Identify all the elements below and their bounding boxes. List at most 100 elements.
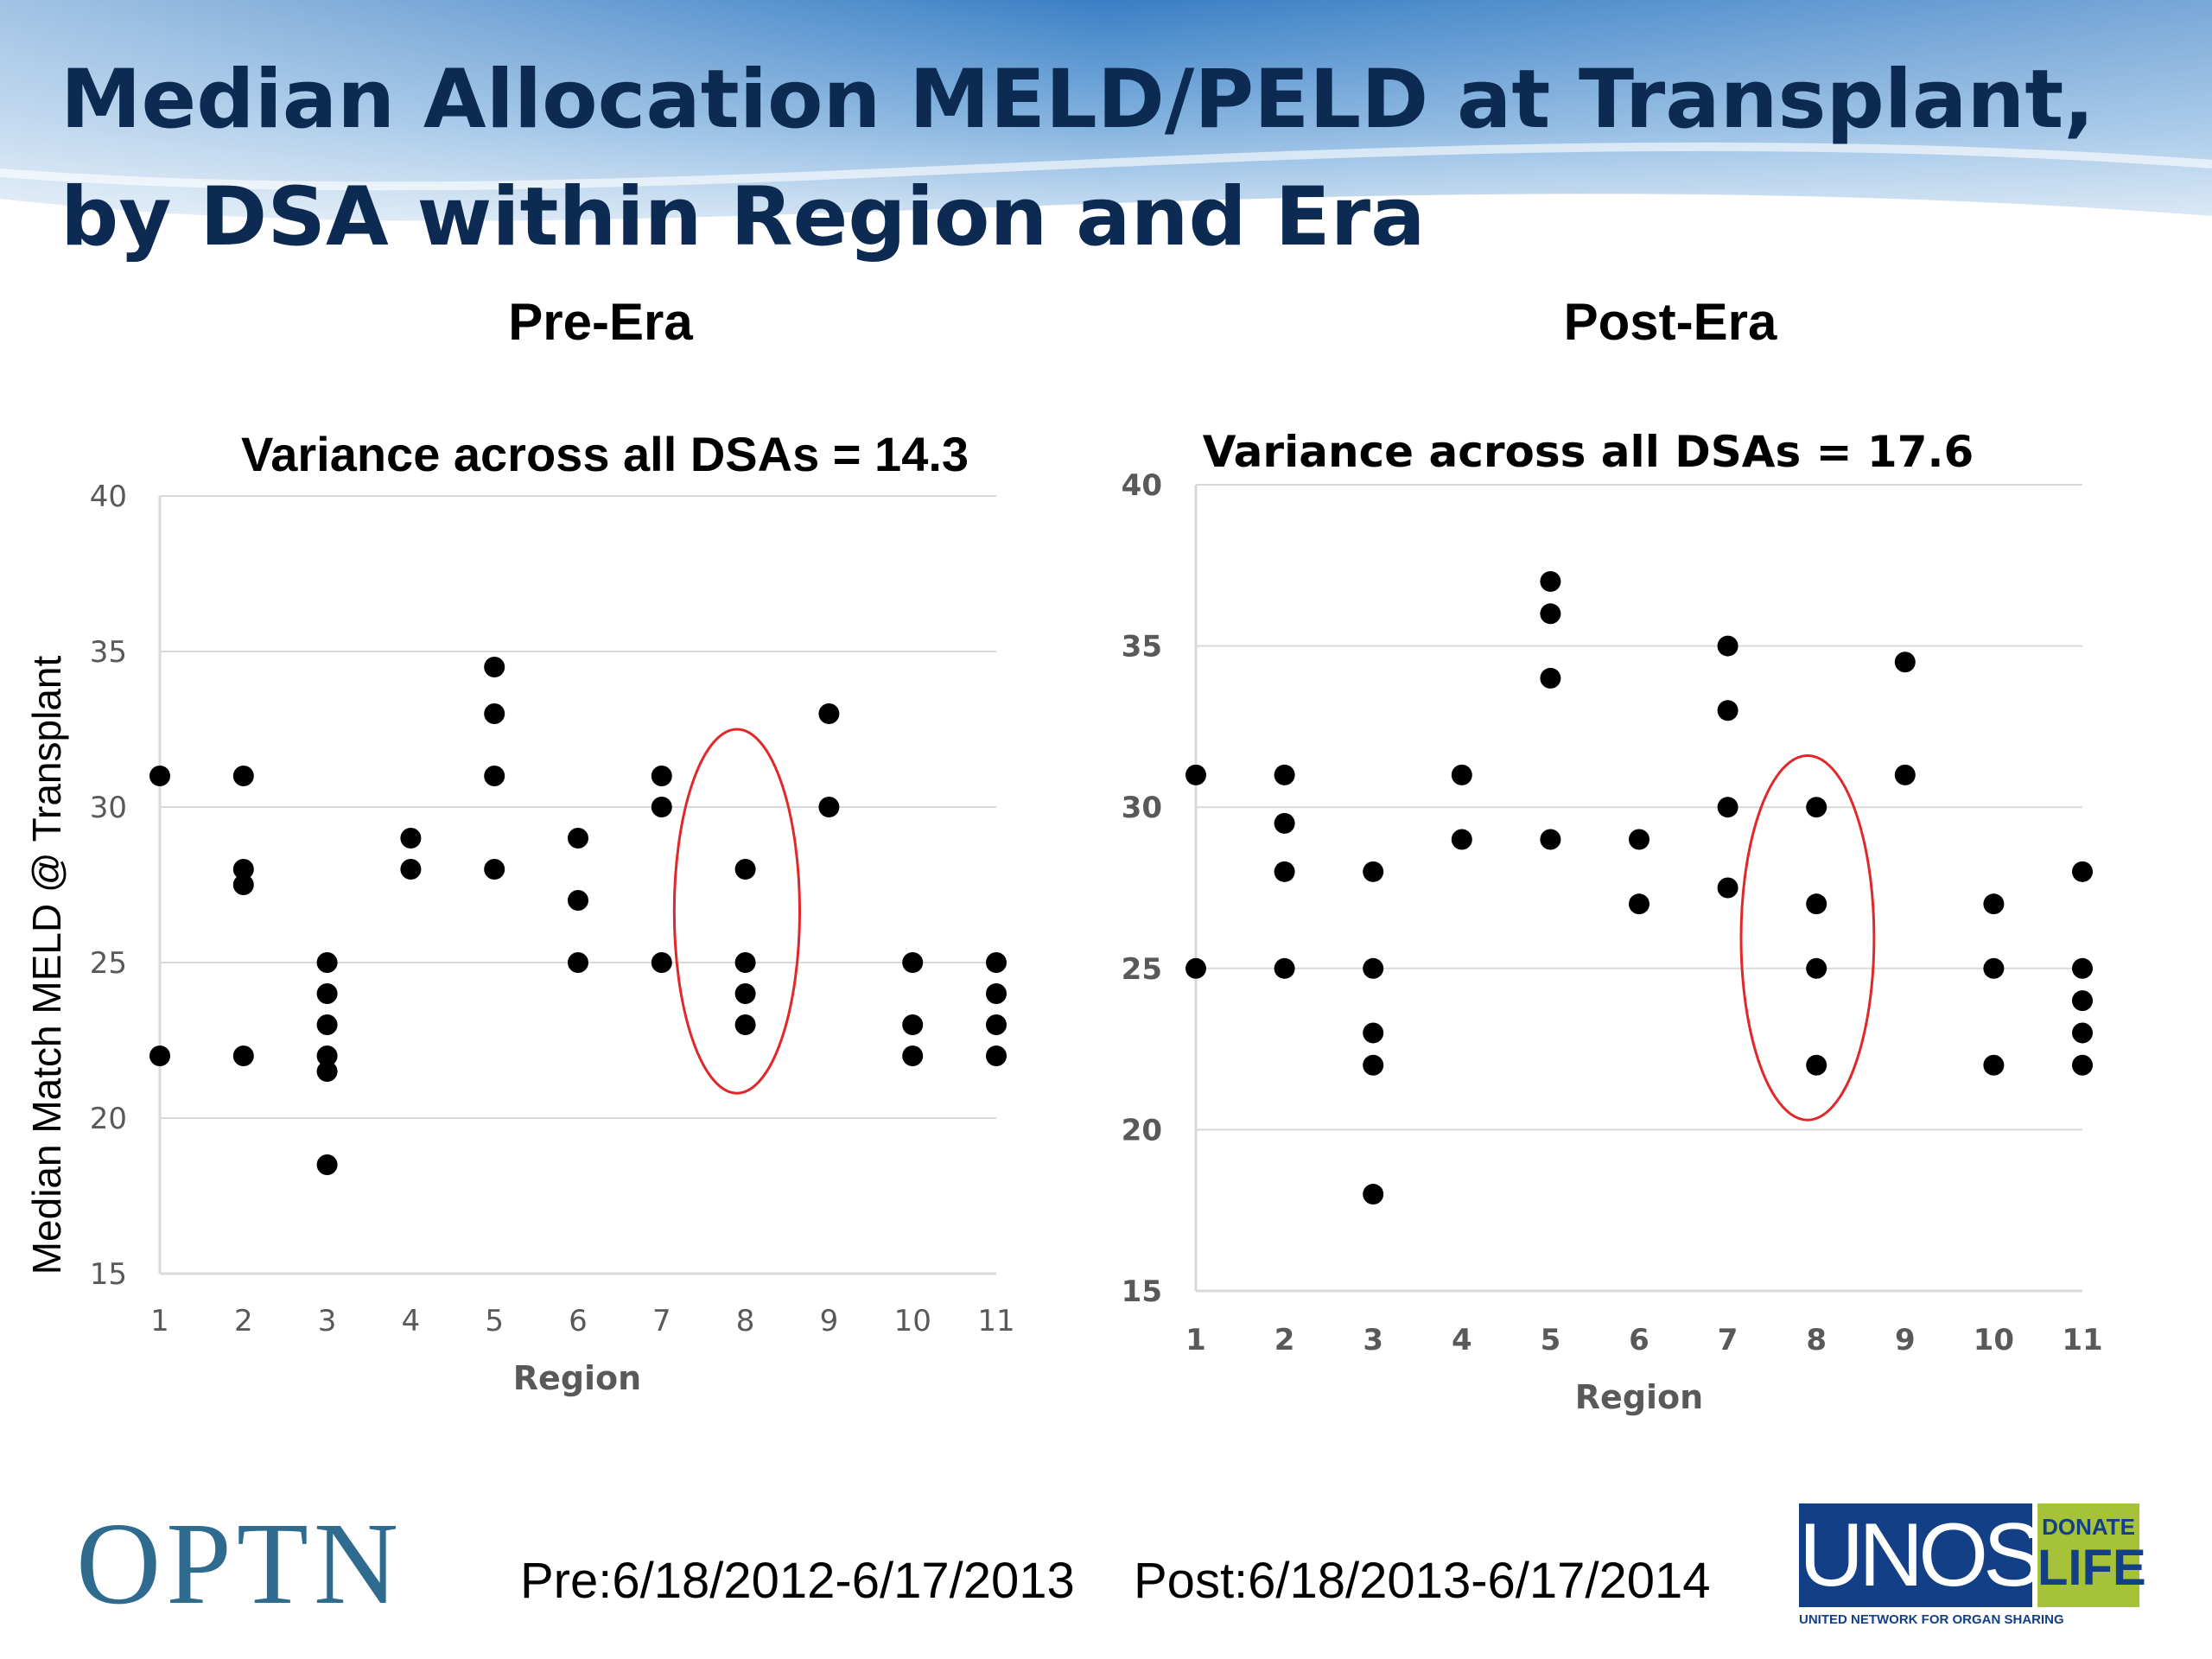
pre-era-data-point [316, 1046, 338, 1066]
post-era-data-point [1185, 764, 1206, 785]
unos-subtitle: UNITED NETWORK FOR ORGAN SHARING [1799, 1612, 2064, 1627]
pre-era-y-axis-label: Median Match MELD @ Transplant [24, 656, 69, 1275]
pre-era-data-point [818, 703, 840, 724]
post-era-data-point [1451, 829, 1472, 850]
pre-era-data-point [316, 1014, 338, 1035]
pre-era-x-tick-label: 1 [150, 1304, 169, 1338]
pre-era-data-point [734, 859, 756, 880]
post-era-data-point [1274, 764, 1295, 785]
post-era-x-tick-label: 2 [1274, 1323, 1295, 1357]
post-era-data-point [1894, 652, 1916, 673]
post-era-data-point [1363, 1054, 1384, 1076]
post-era-data-point [1806, 797, 1827, 818]
post-era-x-tick-label: 11 [2062, 1323, 2102, 1357]
pre-era-data-point [316, 952, 338, 973]
pre-era-x-tick-label: 4 [402, 1304, 421, 1338]
pre-era-y-tick-label: 20 [90, 1102, 127, 1136]
post-era-data-point [1540, 667, 1561, 689]
post-era-data-point [2072, 1022, 2093, 1044]
post-era-data-point [2072, 990, 2093, 1012]
post-era-data-point [1451, 764, 1472, 785]
pre-era-data-point [986, 1046, 1007, 1066]
post-era-axes: 15 20 25 30 35 40 1 2 3 4 5 6 7 8 9 10 11 [1122, 468, 2103, 1357]
pre-era-highlight [672, 728, 802, 1095]
post-era-y-tick-label: 35 [1122, 630, 1162, 664]
post-era-variance-title: Variance across all DSAs = 17.6 [1203, 427, 1974, 477]
pre-era-data-point [232, 859, 254, 880]
pre-era-points [149, 657, 1007, 1175]
pre-era-data-point [484, 859, 505, 880]
pre-era-data-point [400, 828, 422, 849]
post-era-data-point [2072, 1054, 2093, 1076]
pre-era-label: Pre-Era [508, 293, 693, 351]
post-era-data-point [1274, 957, 1295, 979]
post-era-data-point [1983, 957, 2005, 979]
post-era-data-point [1363, 861, 1384, 882]
pre-era-y-tick-label: 25 [90, 946, 127, 981]
post-era-region-8-highlight-ellipse [1739, 753, 1876, 1122]
pre-era-data-point [986, 983, 1007, 1004]
post-era-data-point [2072, 957, 2093, 979]
post-era-x-tick-label: 10 [1974, 1323, 2014, 1357]
pre-era-data-point [400, 859, 422, 880]
post-era-data-point [1806, 957, 1827, 979]
pre-era-x-tick-label: 7 [652, 1304, 671, 1338]
pre-era-x-tick-label: 10 [894, 1304, 931, 1338]
post-era-data-point [1717, 797, 1738, 818]
post-era-x-tick-label: 4 [1452, 1323, 1472, 1357]
pre-era-data-point [232, 1046, 254, 1066]
post-era-x-tick-label: 5 [1541, 1323, 1561, 1357]
pre-era-data-point [902, 1014, 924, 1035]
unos-logo-text: UNOS [1799, 1503, 2043, 1607]
pre-era-x-tick-label: 5 [485, 1304, 504, 1338]
pre-era-data-point [232, 766, 254, 786]
pre-era-data-point [484, 703, 505, 724]
pre-era-y-tick-label: 30 [90, 791, 127, 825]
post-era-data-point [1629, 893, 1649, 915]
post-era-data-point [1806, 1054, 1827, 1076]
pre-era-x-tick-label: 3 [318, 1304, 337, 1338]
pre-era-data-point [568, 890, 588, 911]
pre-era-data-point [149, 1046, 170, 1066]
post-era-points [1185, 570, 2093, 1205]
pre-era-data-point [316, 1154, 338, 1175]
donate-life-badge: DONATE LIFE [2037, 1503, 2146, 1607]
post-era-x-tick-label: 7 [1718, 1323, 1738, 1357]
post-era-y-tick-label: 15 [1122, 1274, 1162, 1309]
post-era-data-point [2072, 861, 2093, 882]
pre-era-data-point [651, 797, 672, 817]
pre-era-axes: 15 20 25 30 35 40 1 2 3 4 5 6 7 8 9 10 11 [90, 480, 1015, 1338]
pre-era-data-point [149, 766, 170, 786]
pre-era-y-tick-label: 35 [90, 635, 127, 670]
post-era-data-point [1363, 1022, 1384, 1044]
post-era-data-point [1540, 829, 1561, 850]
post-era-x-tick-label: 3 [1363, 1323, 1383, 1357]
post-era-data-point [1185, 957, 1206, 979]
post-era-gridlines [1196, 484, 2082, 1131]
pre-era-chart: 15 20 25 30 35 40 1 2 3 4 5 6 7 8 9 10 11 Variance acros… [24, 427, 1015, 1397]
post-era-data-point [1717, 700, 1738, 721]
pre-era-data-point [651, 952, 672, 973]
pre-date-range: Pre:6/18/2012-6/17/2013 [520, 1553, 1075, 1609]
pre-era-y-tick-label: 40 [90, 480, 127, 514]
pre-era-data-point [986, 952, 1007, 973]
pre-era-variance-title: Variance across all DSAs = 14.3 [241, 427, 969, 481]
post-era-data-point [1363, 1184, 1384, 1205]
post-era-x-axis-label: Region [1575, 1378, 1703, 1416]
post-era-data-point [1540, 570, 1561, 592]
post-era-x-tick-label: 8 [1806, 1323, 1827, 1357]
pre-era-data-point [484, 766, 505, 786]
post-era-x-tick-label: 6 [1629, 1323, 1649, 1357]
post-era-highlight [1739, 753, 1876, 1122]
post-era-y-tick-label: 40 [1122, 468, 1162, 503]
pre-era-data-point [316, 983, 338, 1004]
donate-text: DONATE [2042, 1514, 2135, 1540]
pre-era-x-tick-label: 8 [736, 1304, 755, 1338]
post-era-data-point [1983, 893, 2005, 915]
pre-era-data-point [734, 983, 756, 1004]
optn-logo: OPTN [76, 1499, 404, 1629]
life-text: LIFE [2037, 1540, 2146, 1596]
post-era-chart: 15 20 25 30 35 40 1 2 3 4 5 6 7 8 9 10 11 Variance acros… [1122, 427, 2103, 1416]
pre-era-x-tick-label: 11 [977, 1304, 1014, 1338]
